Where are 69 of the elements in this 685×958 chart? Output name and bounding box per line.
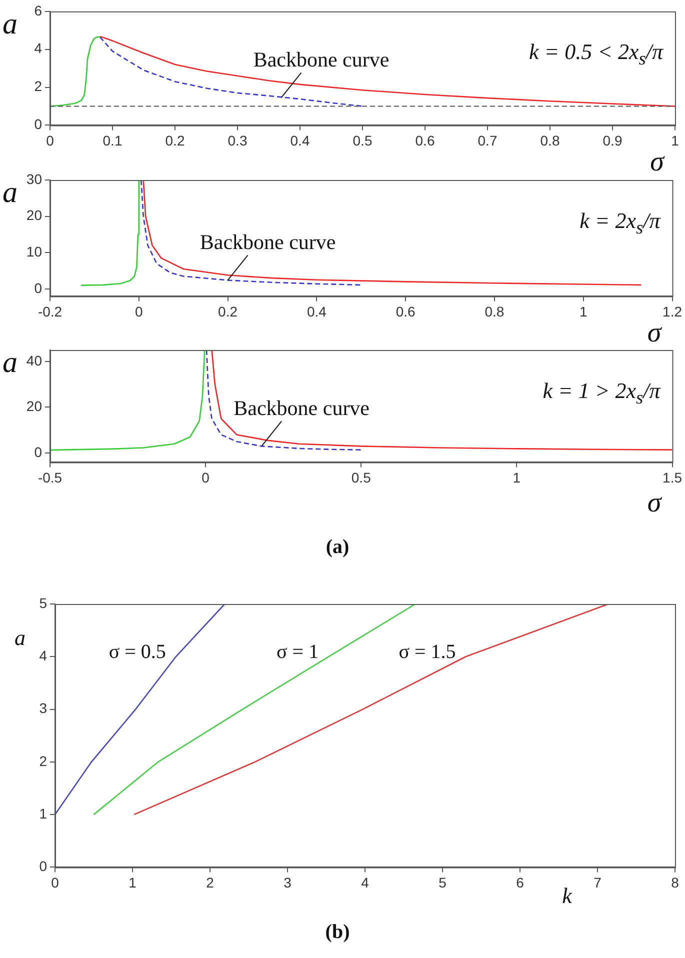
y-tick-label: 6 xyxy=(34,2,42,18)
x-tick-label: 0.2 xyxy=(218,303,238,320)
x-tick-label: 0.6 xyxy=(396,303,416,320)
y-tick-label: 10 xyxy=(26,243,42,260)
x-tick-label: 0.1 xyxy=(102,132,122,148)
x-axis-title: σ xyxy=(647,488,662,519)
annotation: Backbone curve xyxy=(234,396,370,420)
annotation: k = 1 > 2x$_{s}$/π xyxy=(542,378,660,408)
y-tick-label: 4 xyxy=(39,648,48,664)
x-tick-label: 0.5 xyxy=(351,469,372,486)
y-tick-label: 30 xyxy=(26,170,42,187)
x-tick-label: 1 xyxy=(579,303,588,320)
y-tick-label: 2 xyxy=(39,752,48,769)
y-tick-label: 2 xyxy=(34,78,42,94)
x-tick-label: 1.2 xyxy=(662,303,682,320)
x-tick-label: 0.8 xyxy=(540,132,560,148)
y-axis-title: a xyxy=(2,346,18,379)
x-tick-label: 6 xyxy=(516,874,524,890)
x-tick-label: 5 xyxy=(438,874,447,890)
y-tick-label: 0 xyxy=(39,858,48,874)
annotation: k = 2x$_{s}$/π xyxy=(580,208,660,238)
y-tick-label: 0 xyxy=(34,116,42,132)
x-axis-title: σ xyxy=(650,146,666,178)
x-tick-label: 0.9 xyxy=(602,132,622,148)
x-tick-label: -0.5 xyxy=(38,469,62,486)
y-axis-title: a xyxy=(2,7,18,40)
x-tick-label: 0.8 xyxy=(484,303,504,320)
x-tick-label: 1 xyxy=(512,469,521,486)
x-tick-label: 0.4 xyxy=(290,132,310,148)
annotation: Backbone curve xyxy=(200,230,336,254)
x-tick-label: 0 xyxy=(134,303,143,320)
y-tick-label: 20 xyxy=(26,207,42,224)
x-tick-label: 4 xyxy=(361,874,370,890)
y-tick-label: 40 xyxy=(26,352,42,368)
x-tick-label: 0.6 xyxy=(415,132,435,148)
x-tick-label: 0.3 xyxy=(228,132,248,148)
x-tick-label: 0 xyxy=(202,469,210,486)
x-tick-label: 8 xyxy=(671,874,680,890)
annotation: Backbone curve xyxy=(253,48,390,72)
annotation: k = 0.5 < 2x$_{s}$/π xyxy=(528,39,663,70)
y-tick-label: 0 xyxy=(34,444,42,460)
x-axis-title: σ xyxy=(647,318,662,349)
series-label: σ = 0.5 xyxy=(108,640,166,663)
x-tick-label: 2 xyxy=(206,874,214,890)
y-tick-label: 5 xyxy=(39,594,48,611)
x-tick-label: 0.2 xyxy=(165,132,185,148)
y-tick-label: 0 xyxy=(34,280,42,296)
x-tick-label: 0 xyxy=(51,874,60,890)
x-tick-label: -0.2 xyxy=(38,303,62,320)
y-tick-label: 1 xyxy=(39,805,48,822)
x-tick-label: 0.4 xyxy=(306,303,327,320)
line-series xyxy=(140,180,362,286)
x-tick-label: 1 xyxy=(671,132,680,148)
x-tick-label: 0.7 xyxy=(478,132,498,148)
y-tick-label: 4 xyxy=(34,40,42,56)
y-axis-title: a xyxy=(2,176,18,209)
x-tick-label: 7 xyxy=(594,874,602,890)
y-axis-title: a xyxy=(14,624,26,650)
series-label: σ = 1 xyxy=(276,640,319,663)
series-label: σ = 1.5 xyxy=(398,640,456,663)
x-tick-label: 3 xyxy=(284,874,292,890)
y-tick-label: 3 xyxy=(39,700,48,716)
text: (b) xyxy=(325,921,350,944)
x-tick-label: 1.5 xyxy=(662,469,682,486)
x-axis-title: k xyxy=(562,882,574,908)
y-tick-label: 20 xyxy=(26,398,42,414)
text: (a) xyxy=(326,536,350,558)
x-tick-label: 0.5 xyxy=(352,132,372,148)
x-tick-label: 1 xyxy=(128,874,137,890)
